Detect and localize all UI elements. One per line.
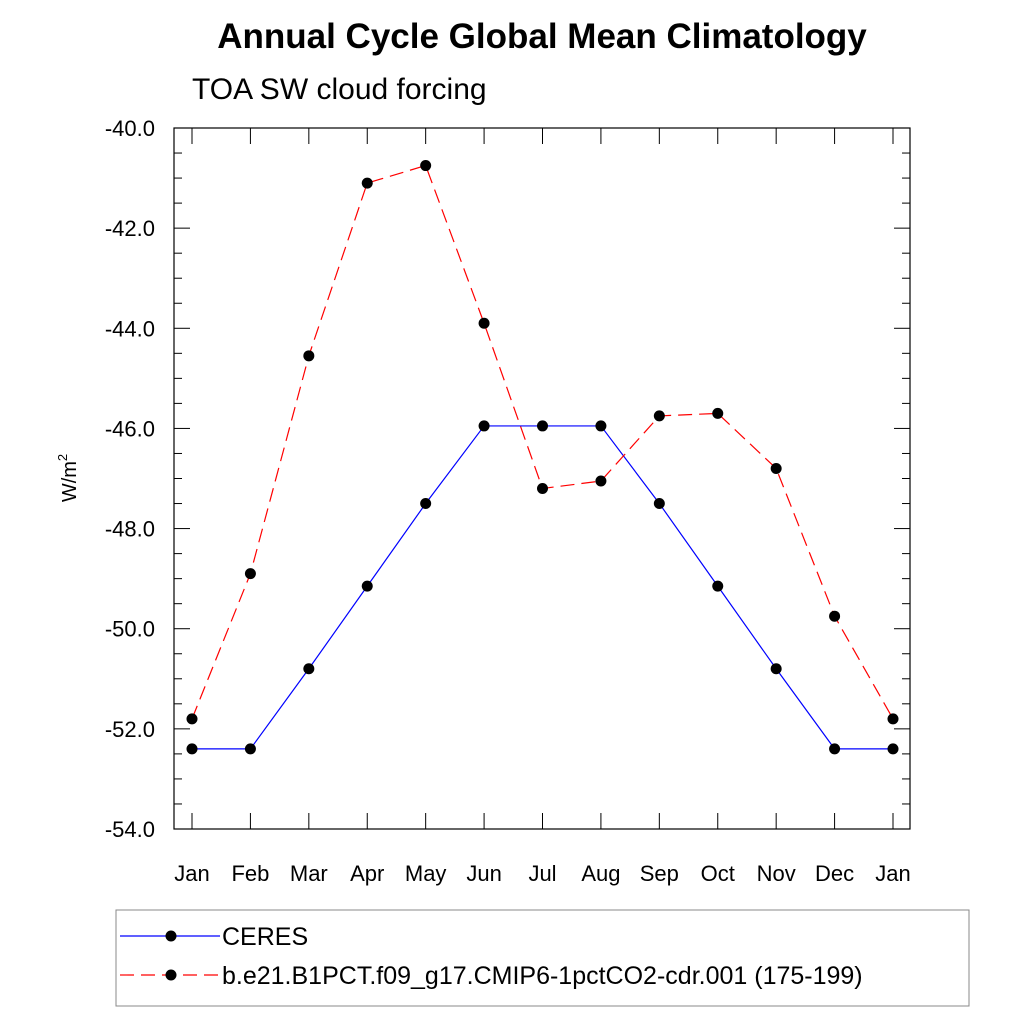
- series-1-point: [186, 713, 198, 725]
- series-line-1: [191, 164, 894, 720]
- series-0-point: [887, 743, 899, 755]
- series-layer: [186, 160, 899, 755]
- series-0-point: [420, 498, 432, 510]
- y-tick-label: -46.0: [105, 416, 155, 441]
- x-tick-label: Dec: [815, 861, 854, 886]
- series-0-point: [244, 743, 256, 755]
- y-axis-label: W/m2: [55, 454, 81, 502]
- x-tick-label: Nov: [757, 861, 796, 886]
- x-tick-label: Jul: [528, 861, 556, 886]
- y-tick-label: -44.0: [105, 316, 155, 341]
- series-1-point: [829, 610, 841, 622]
- x-tick-label: Jan: [875, 861, 910, 886]
- series-1-point: [653, 410, 665, 422]
- x-tick-label: Aug: [581, 861, 620, 886]
- x-tick-label: May: [405, 861, 447, 886]
- legend: CERES b.e21.B1PCT.f09_g17.CMIP6-1pctCO2-c…: [120, 923, 863, 990]
- series-0-point: [186, 743, 198, 755]
- x-tick-label: Jun: [466, 861, 501, 886]
- series-1-point: [887, 713, 899, 725]
- x-tick-label: Sep: [640, 861, 679, 886]
- series-1-point: [478, 317, 490, 329]
- legend-swatch-marker-0: [165, 930, 177, 942]
- series-0-point: [478, 420, 490, 432]
- series-0-point: [829, 743, 841, 755]
- series-1-point: [537, 483, 548, 495]
- series-1-point: [303, 350, 315, 362]
- x-tick-label: Apr: [350, 861, 384, 886]
- x-tick-label: Jan: [174, 861, 209, 886]
- y-ticks: -54.0 -52.0 -50.0 -48.0 -46.0 -44.0 -42.0 -40.0: [105, 116, 910, 842]
- y-tick-label: -42.0: [105, 216, 155, 241]
- y-tick-label: -50.0: [105, 617, 155, 642]
- y-tick-label: -54.0: [105, 817, 155, 842]
- x-tick-label: Oct: [701, 861, 735, 886]
- series-line-0: [192, 425, 893, 750]
- series-0-point: [712, 580, 724, 592]
- legend-label-1: b.e21.B1PCT.f09_g17.CMIP6-1pctCO2-cdr.00…: [222, 962, 863, 990]
- x-tick-label: Feb: [231, 861, 269, 886]
- series-1-point: [712, 407, 724, 419]
- x-tick-label: Mar: [290, 861, 328, 886]
- legend-box: [115, 909, 970, 1007]
- series-0-point: [770, 663, 782, 675]
- chart-subtitle: TOA SW cloud forcing: [192, 73, 487, 106]
- legend-label-0: CERES: [222, 923, 308, 951]
- series-0-point: [361, 580, 373, 592]
- series-1-point: [244, 568, 256, 580]
- x-ticks: Jan Feb Mar Apr May Jun Jul Aug Sep Oct Nov Dec Jan: [174, 128, 911, 886]
- y-tick-label: -48.0: [105, 517, 155, 542]
- series-0-point: [653, 498, 665, 510]
- plot-frame: [173, 127, 911, 830]
- y-tick-label: -52.0: [105, 717, 155, 742]
- y-axis-label-exponent: 2: [55, 454, 70, 461]
- series-0-point: [595, 420, 607, 432]
- y-axis-label-unit: W/m: [59, 461, 81, 502]
- series-0-point: [537, 420, 548, 432]
- y-tick-label: -40.0: [105, 116, 155, 141]
- series-1-point: [595, 475, 607, 487]
- legend-swatch-marker-1: [165, 969, 177, 981]
- series-1-point: [420, 160, 432, 172]
- chart-title: Annual Cycle Global Mean Climatology: [217, 17, 867, 56]
- series-1-point: [770, 462, 782, 474]
- series-0-point: [303, 663, 315, 675]
- series-1-point: [361, 177, 373, 189]
